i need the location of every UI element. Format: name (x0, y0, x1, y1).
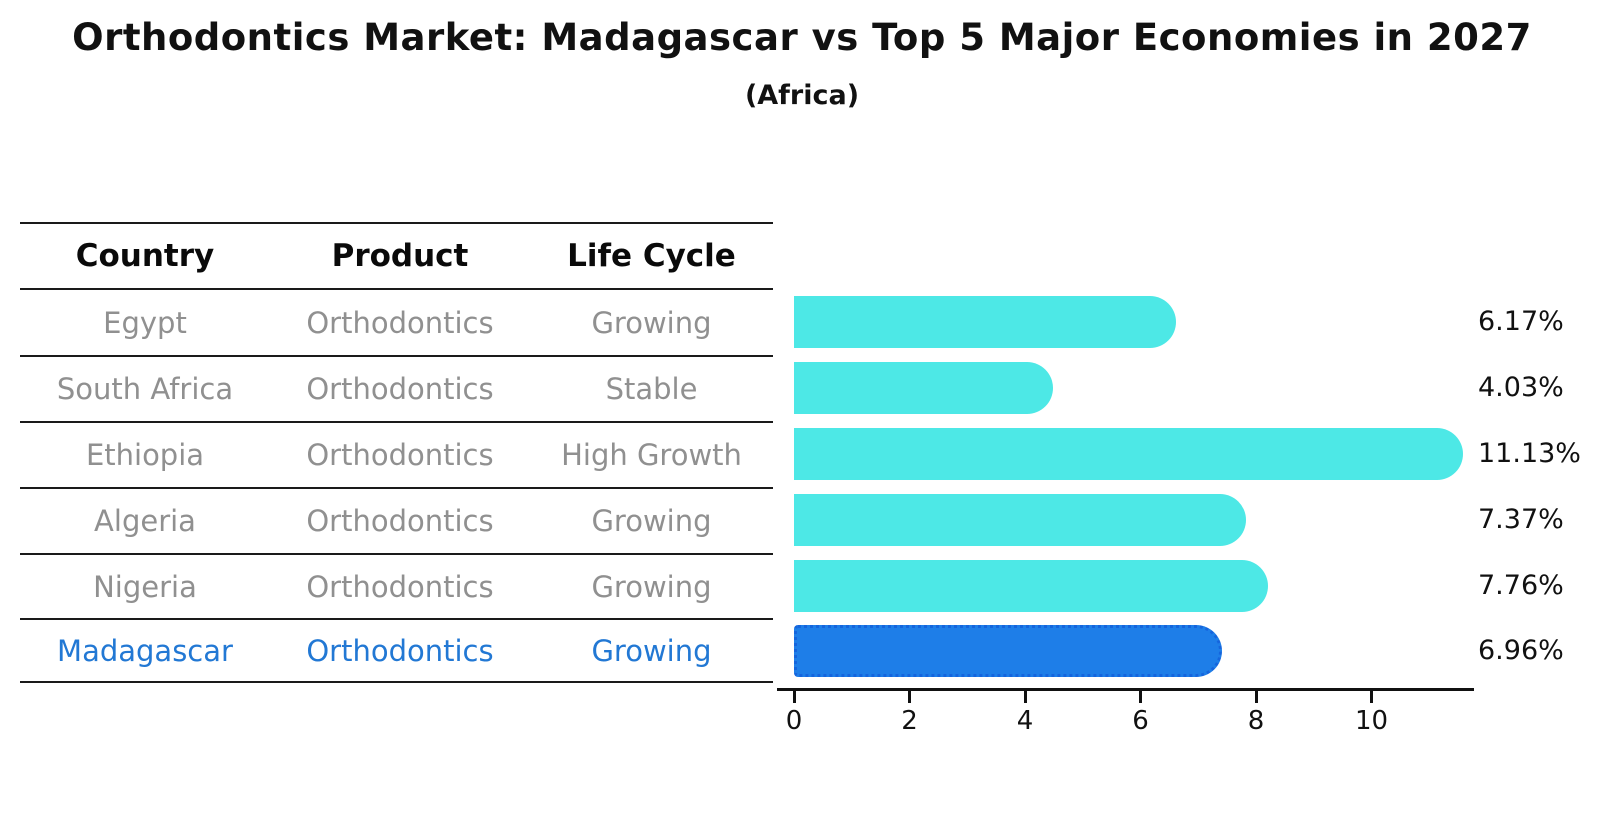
table-row-nigeria: Nigeria Orthodontics Growing (20, 553, 773, 618)
value-label-madagascar: 6.96% (1478, 634, 1564, 666)
x-tick-2 (908, 691, 911, 703)
cell-life-cycle: Growing (591, 569, 712, 604)
bar-madagascar (794, 624, 1222, 677)
cell-life-cycle: Stable (605, 372, 698, 406)
header-cell-country: Country (75, 238, 215, 274)
x-tick-label-0: 0 (785, 706, 803, 736)
table-row-south-africa: South Africa Orthodontics Stable (20, 355, 773, 421)
cell-country: Algeria (94, 504, 196, 538)
cell-life-cycle: Growing (591, 305, 712, 340)
header-cell-product: Product (331, 238, 469, 274)
x-tick-label-6: 6 (1132, 706, 1149, 736)
bar-nigeria (794, 559, 1269, 612)
x-tick-label-2: 2 (901, 706, 918, 736)
table-row-algeria: Algeria Orthodontics Growing (20, 487, 773, 553)
value-label-south-africa: 4.03% (1478, 372, 1564, 403)
cell-product: Orthodontics (306, 504, 494, 538)
bar-south-africa (794, 362, 1053, 414)
cell-life-cycle: Growing (591, 633, 712, 668)
cell-product: Orthodontics (306, 372, 494, 406)
cell-country: South Africa (56, 372, 234, 406)
cell-country: Madagascar (57, 633, 233, 668)
value-label-nigeria: 7.76% (1478, 569, 1564, 601)
cell-product: Orthodontics (306, 438, 494, 472)
cell-life-cycle: Growing (591, 504, 712, 538)
x-tick-label-10: 10 (1354, 706, 1389, 736)
x-tick-label-8: 8 (1247, 706, 1265, 736)
table-header-row: Country Product Life Cycle (20, 222, 773, 288)
chart-subtitle: (Africa) (744, 80, 860, 111)
x-tick-0 (792, 691, 796, 703)
cell-product: Orthodontics (306, 633, 494, 668)
header-cell-life-cycle: Life Cycle (567, 238, 736, 274)
bar-egypt (794, 295, 1177, 348)
cell-product: Orthodontics (306, 569, 494, 604)
cell-life-cycle: High Growth (561, 438, 742, 472)
value-label-ethiopia: 11.13% (1478, 438, 1581, 469)
bar-algeria (794, 494, 1246, 546)
bar-ethiopia (794, 428, 1463, 480)
table-row-ethiopia: Ethiopia Orthodontics High Growth (20, 421, 773, 487)
x-tick-4 (1023, 691, 1027, 703)
cell-country: Ethiopia (85, 438, 205, 472)
value-label-egypt: 6.17% (1478, 305, 1564, 337)
cell-product: Orthodontics (306, 305, 494, 340)
table-row-madagascar: Madagascar Orthodontics Growing (20, 618, 773, 683)
chart-title: Orthodontics Market: Madagascar vs Top 5… (72, 16, 1532, 59)
value-label-algeria: 7.37% (1478, 504, 1564, 535)
cell-country: Egypt (103, 305, 187, 340)
x-tick-6 (1139, 691, 1142, 703)
x-tick-10 (1370, 691, 1373, 703)
x-tick-8 (1254, 691, 1258, 703)
table-row-egypt: Egypt Orthodontics Growing (20, 288, 773, 355)
cell-country: Nigeria (93, 569, 197, 604)
x-axis-spine (777, 688, 1474, 691)
x-tick-label-4: 4 (1016, 706, 1034, 736)
